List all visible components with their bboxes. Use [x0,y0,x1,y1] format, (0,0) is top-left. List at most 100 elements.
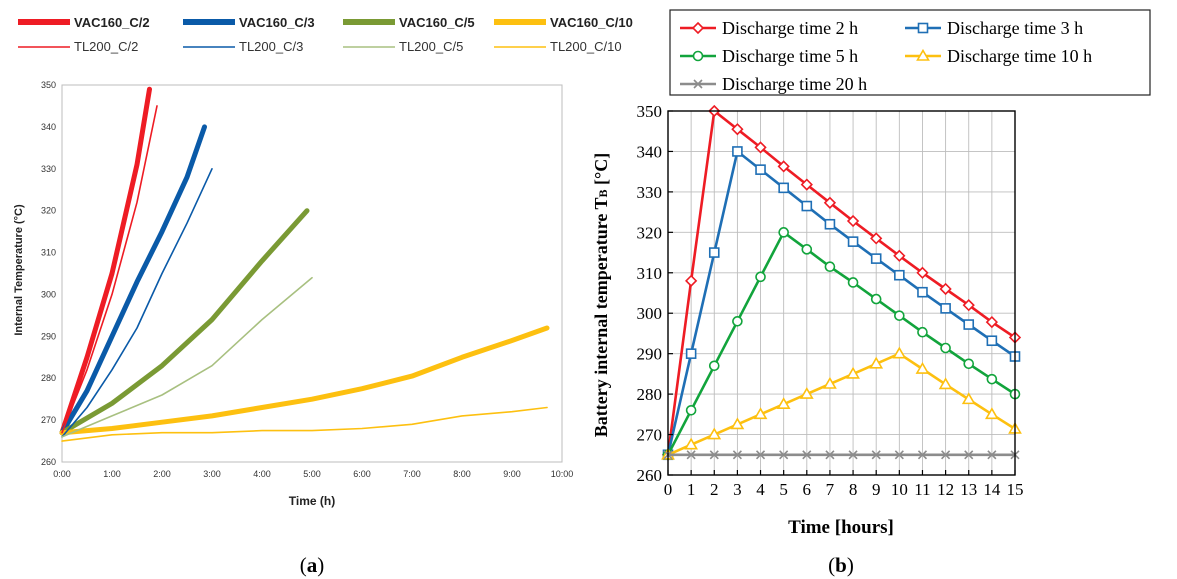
data-point-discharge-time-20-h [894,450,904,460]
series-line-vac160-c-5 [59,208,310,436]
legend-label-vac160-c-10: VAC160_C/10 [550,15,633,30]
legend-label-vac160-c-2: VAC160_C/2 [74,15,150,30]
chart-a-x-tick-label: 9:00 [503,469,521,479]
data-point-discharge-time-5-h [963,358,975,370]
legend-marker-discharge-time-3-h [917,22,929,34]
data-point-discharge-time-10-h [776,397,791,410]
series-line-tl200-c-5 [61,276,313,438]
chart-a-y-tick-label: 340 [41,122,56,132]
chart-a-y-tick-label: 280 [41,373,56,383]
legend-label-discharge-time-5-h: Discharge time 5 h [722,46,858,66]
chart-b-y-tick-label: 330 [637,183,663,202]
chart-b-x-tick-label: 0 [664,480,673,499]
chart-b-y-tick-label: 340 [637,142,663,161]
chart-b-grid [667,110,1016,476]
data-point-discharge-time-5-h [755,271,766,283]
series-line-discharge-time-2-h [666,109,1016,455]
data-point-discharge-time-3-h [708,247,720,258]
chart-a-legend: VAC160_C/2 VAC160_C/3 VAC160_C/5 VAC160_C/1… [18,15,633,54]
chart-a-y-tick-label: 270 [41,415,56,425]
chart-b-y-tick-label: 320 [637,223,663,242]
data-point-discharge-time-20-h [871,450,881,460]
data-point-discharge-time-5-h [778,227,789,238]
legend-label-discharge-time-2-h: Discharge time 2 h [722,18,858,38]
chart-b-y-tick-label: 350 [637,102,663,121]
data-point-discharge-time-10-h [753,407,768,420]
legend-label-discharge-time-10-h: Discharge time 10 h [947,46,1092,66]
data-point-discharge-time-3-h [894,269,905,281]
data-point-discharge-time-2-h [754,141,767,154]
chart-a: VAC160_C/2 VAC160_C/3 VAC160_C/5 VAC160_C/1… [13,15,633,577]
data-point-discharge-time-20-h [825,450,835,460]
chart-b-plot-area [667,110,1016,476]
data-point-discharge-time-10-h [730,417,745,430]
legend-label-tl200-c-5: TL200_C/5 [399,39,463,54]
data-point-discharge-time-20-h [779,450,789,460]
data-point-discharge-time-10-h [915,361,930,374]
data-point-discharge-time-2-h [823,196,837,209]
chart-a-ticks: 260 270 280 290 300 310 320 330 340 350 0:00 1:00 2:… [41,80,573,479]
chart-a-x-tick-label: 3:00 [203,469,221,479]
data-point-discharge-time-20-h [848,450,858,460]
legend-label-vac160-c-5: VAC160_C/5 [399,15,475,30]
chart-b-y-tick-label: 280 [637,385,663,404]
data-point-discharge-time-5-h [986,373,998,385]
data-point-discharge-time-20-h [732,450,742,460]
chart-b-y-tick-label: 270 [637,426,663,445]
chart-a-x-tick-label: 0:00 [53,469,71,479]
chart-a-y-axis-label: Internal Temperature (°C) [13,204,25,336]
series-line-tl200-c-2 [61,105,158,434]
chart-b-x-tick-label: 10 [891,480,908,499]
chart-a-x-tick-label: 1:00 [103,469,121,479]
chart-a-x-tick-label: 5:00 [303,469,321,479]
data-point-discharge-time-5-h [894,310,905,321]
chart-a-x-tick-label: 2:00 [153,469,171,479]
chart-a-x-tick-label: 8:00 [453,469,471,479]
series-line-discharge-time-3-h [666,150,1016,456]
data-point-discharge-time-20-h [917,450,928,460]
data-point-discharge-time-5-h [801,244,813,255]
chart-b-y-axis-label: Battery internal temperature TB [°C] [591,153,611,437]
chart-b-x-tick-label: 12 [937,480,954,499]
chart-b-x-tick-label: 15 [1007,480,1024,499]
series-line-discharge-time-10-h [667,352,1016,456]
chart-b-axes [667,110,1016,476]
data-point-discharge-time-20-h [941,450,951,460]
data-point-discharge-time-2-h [685,274,698,287]
data-point-discharge-time-3-h [755,164,766,175]
chart-b-x-tick-label: 1 [687,480,696,499]
data-point-discharge-time-20-h [964,450,974,460]
legend-marker-discharge-time-5-h [692,50,704,62]
data-point-discharge-time-2-h [731,123,744,136]
chart-b-x-tick-label: 2 [710,480,719,499]
data-point-discharge-time-3-h [801,200,813,212]
chart-a-y-tick-label: 320 [41,206,56,216]
chart-b-x-tick-label: 7 [826,480,835,499]
chart-a-y-tick-label: 300 [41,289,56,299]
data-point-discharge-time-5-h [917,326,928,338]
chart-a-series [59,86,550,442]
legend-marker-discharge-time-20-h [693,79,703,89]
data-point-discharge-time-10-h [707,427,722,440]
chart-a-x-axis-label: Time (h) [289,494,335,508]
chart-b-y-tick-label: 300 [637,304,663,323]
series-line-discharge-time-5-h [666,231,1016,456]
legend-marker-discharge-time-10-h [916,48,930,61]
chart-a-caption: (a) [300,553,325,577]
data-point-discharge-time-20-h [987,450,997,460]
chart-b-x-tick-label: 9 [872,480,881,499]
data-point-discharge-time-2-h [916,266,929,279]
data-point-discharge-time-20-h [802,450,812,460]
data-point-discharge-time-20-h [755,450,766,460]
chart-b-legend: Discharge time 2 h Discharge time 3 h Disc… [680,18,1092,94]
chart-a-y-tick-label: 330 [41,164,56,174]
legend-label-tl200-c-3: TL200_C/3 [239,39,303,54]
chart-b-series [661,104,1022,461]
data-point-discharge-time-20-h [709,450,719,460]
data-point-discharge-time-3-h [847,236,859,247]
data-point-discharge-time-2-h [800,178,813,191]
chart-b-x-tick-label: 13 [960,480,977,499]
data-point-discharge-time-3-h [824,218,836,230]
chart-b-x-tick-label: 3 [733,480,742,499]
